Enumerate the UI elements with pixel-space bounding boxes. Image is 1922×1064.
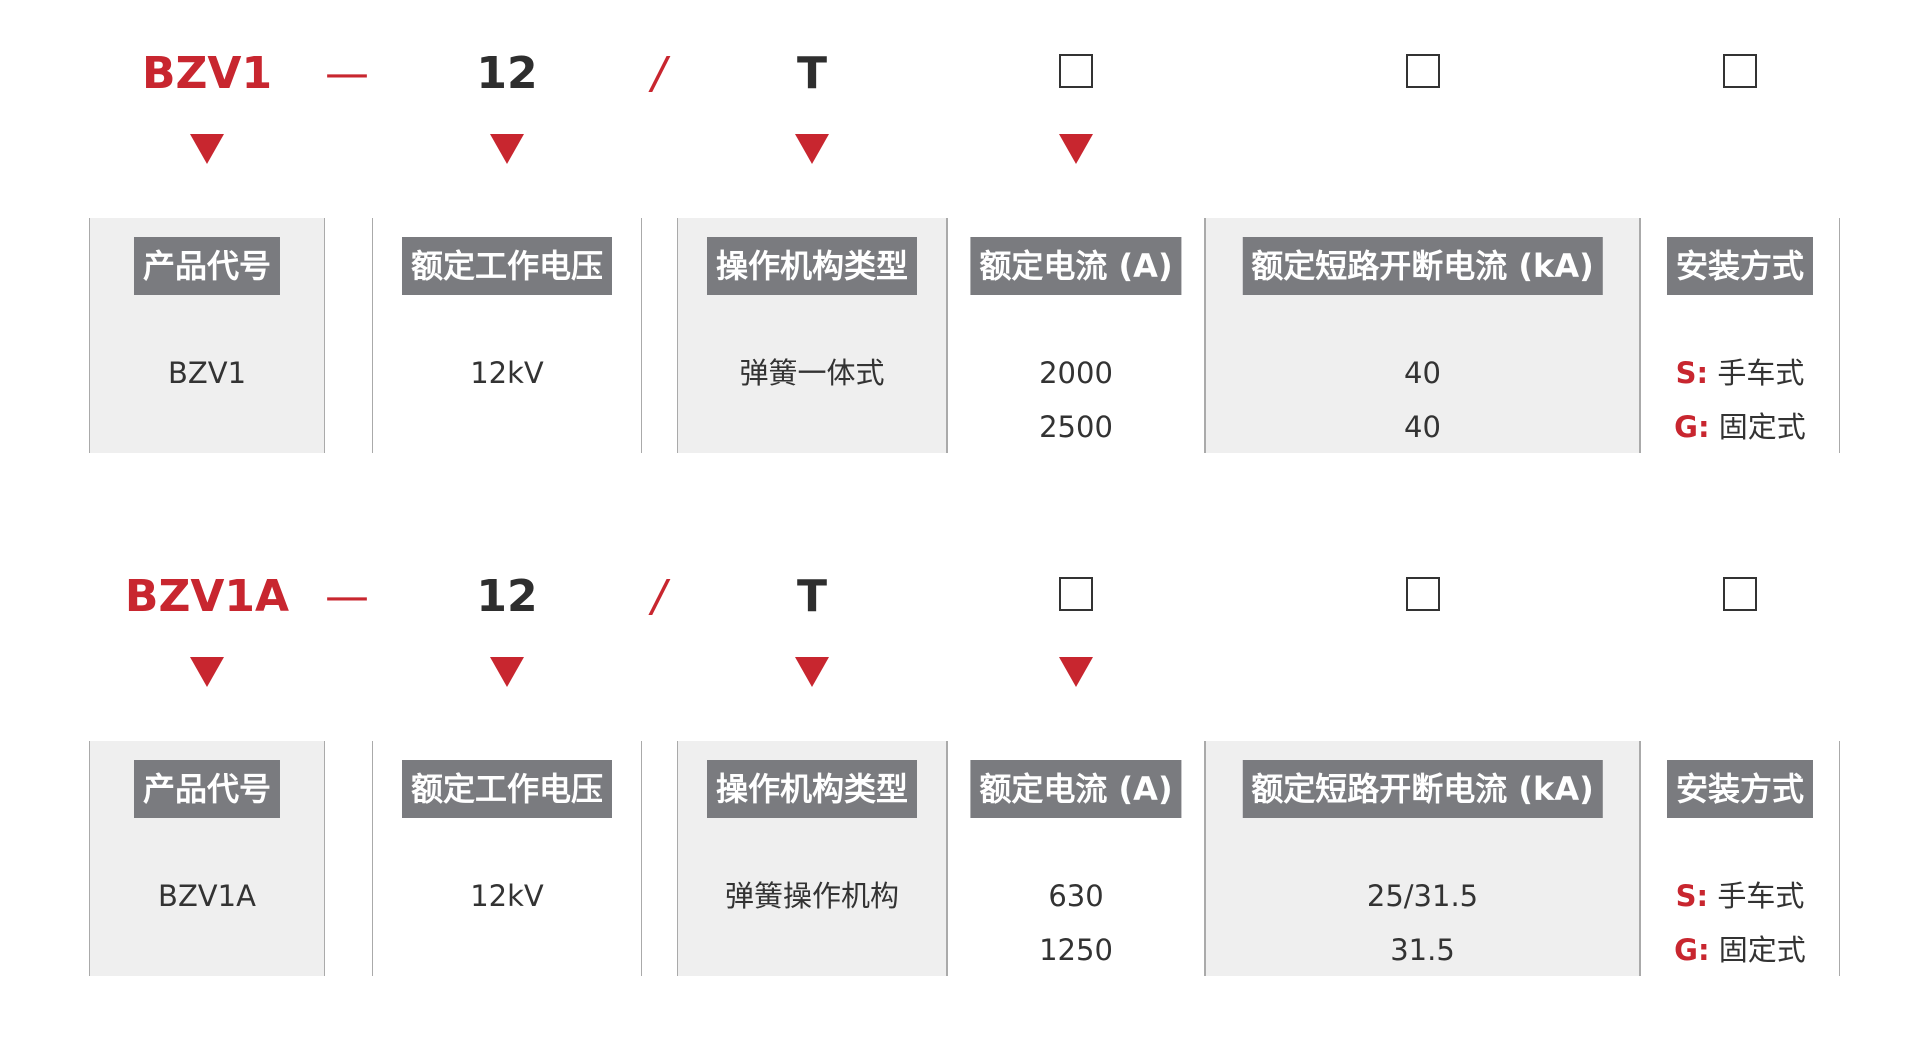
column-values: BZV1 <box>90 346 324 400</box>
down-triangle-icon <box>795 134 829 164</box>
empty-square-icon <box>1723 577 1757 611</box>
spec-column: 额定工作电压 12kV <box>372 741 642 976</box>
down-triangle-icon <box>1059 134 1093 164</box>
value-text: 2500 <box>1039 410 1113 444</box>
model-code: BZV1A <box>124 571 290 622</box>
spec-column: 额定电流 (A) 630 1250 <box>947 741 1205 976</box>
column-header: 额定电流 (A) <box>970 760 1182 818</box>
column-values: 2000 2500 <box>948 346 1204 454</box>
column-values: 630 1250 <box>948 869 1204 977</box>
value-text: BZV1 <box>167 356 247 390</box>
spec-column: 额定短路开断电流 (kA) 25/31.5 31.5 <box>1205 741 1640 976</box>
install-code: S: <box>1675 879 1709 913</box>
column-values: 12kV <box>373 346 641 400</box>
column-header: 额定工作电压 <box>401 237 613 295</box>
dash-separator: — <box>325 48 369 99</box>
value-text: 630 <box>1048 879 1104 913</box>
value-text: 12kV <box>470 356 544 390</box>
empty-square-icon <box>1059 577 1093 611</box>
column-header: 产品代号 <box>133 237 281 295</box>
value-text: 40 <box>1404 356 1441 390</box>
spec-column: 安装方式 S: 手车式 G: 固定式 <box>1640 218 1840 453</box>
value-text: BZV1A <box>158 879 256 913</box>
install-type: 固定式 <box>1718 933 1806 967</box>
column-header: 安装方式 <box>1666 237 1814 295</box>
spec-column: 产品代号 BZV1 <box>89 218 325 453</box>
down-triangle-icon <box>490 134 524 164</box>
column-header: 操作机构类型 <box>706 237 918 295</box>
empty-square-icon <box>1405 54 1440 88</box>
spec-column: 安装方式 S: 手车式 G: 固定式 <box>1640 741 1840 976</box>
value-text: 25/31.5 <box>1366 879 1479 913</box>
value-row: S: 手车式 <box>1641 346 1839 400</box>
value-text: 弹簧操作机构 <box>724 879 899 913</box>
slash-separator: / <box>651 48 667 99</box>
spec-column: 额定工作电压 12kV <box>372 218 642 453</box>
spec-column: 操作机构类型 弹簧操作机构 <box>677 741 947 976</box>
designation-section: BZV1 — 12 / T 产品代号 BZV1 额定工作电压 12kV 操作机构类型 弹… <box>0 0 1922 500</box>
install-code: S: <box>1675 356 1709 390</box>
voltage-code: 12 <box>476 48 538 99</box>
column-header: 额定工作电压 <box>401 760 613 818</box>
mechanism-code: T <box>796 571 828 622</box>
column-header: 产品代号 <box>133 760 281 818</box>
column-header: 额定电流 (A) <box>970 237 1182 295</box>
down-triangle-icon <box>795 657 829 687</box>
dash-separator: — <box>325 571 369 622</box>
column-values: S: 手车式 G: 固定式 <box>1641 869 1839 977</box>
column-values: 弹簧一体式 <box>678 346 946 400</box>
value-text: 31.5 <box>1390 933 1455 967</box>
slash-separator: / <box>651 571 667 622</box>
model-code: BZV1 <box>141 48 273 99</box>
column-values: BZV1A <box>90 869 324 923</box>
column-header: 额定短路开断电流 (kA) <box>1242 237 1603 295</box>
column-header: 操作机构类型 <box>706 760 918 818</box>
spec-column: 产品代号 BZV1A <box>89 741 325 976</box>
down-triangle-icon <box>1059 657 1093 687</box>
value-row: S: 手车式 <box>1641 869 1839 923</box>
column-header: 额定短路开断电流 (kA) <box>1242 760 1603 818</box>
value-text: 12kV <box>470 879 544 913</box>
down-triangle-icon <box>490 657 524 687</box>
value-text: 1250 <box>1039 933 1113 967</box>
designation-section: BZV1A — 12 / T 产品代号 BZV1A 额定工作电压 12kV 操作机构类型… <box>0 523 1922 1023</box>
spec-column: 额定短路开断电流 (kA) 40 40 <box>1205 218 1640 453</box>
value-row: G: 固定式 <box>1641 923 1839 977</box>
value-text: 40 <box>1404 410 1441 444</box>
column-values: S: 手车式 G: 固定式 <box>1641 346 1839 454</box>
spec-column: 额定电流 (A) 2000 2500 <box>947 218 1205 453</box>
column-values: 弹簧操作机构 <box>678 869 946 923</box>
value-text: 2000 <box>1039 356 1113 390</box>
value-row: G: 固定式 <box>1641 400 1839 454</box>
down-triangle-icon <box>190 134 224 164</box>
install-code: G: <box>1674 933 1710 967</box>
down-triangle-icon <box>190 657 224 687</box>
empty-square-icon <box>1405 577 1440 611</box>
value-text: 弹簧一体式 <box>739 356 885 390</box>
install-type: 手车式 <box>1717 356 1805 390</box>
spec-column: 操作机构类型 弹簧一体式 <box>677 218 947 453</box>
column-values: 40 40 <box>1206 346 1639 454</box>
install-type: 固定式 <box>1718 410 1806 444</box>
mechanism-code: T <box>796 48 828 99</box>
voltage-code: 12 <box>476 571 538 622</box>
install-type: 手车式 <box>1717 879 1805 913</box>
install-code: G: <box>1674 410 1710 444</box>
empty-square-icon <box>1059 54 1093 88</box>
column-values: 12kV <box>373 869 641 923</box>
column-values: 25/31.5 31.5 <box>1206 869 1639 977</box>
empty-square-icon <box>1723 54 1757 88</box>
column-header: 安装方式 <box>1666 760 1814 818</box>
